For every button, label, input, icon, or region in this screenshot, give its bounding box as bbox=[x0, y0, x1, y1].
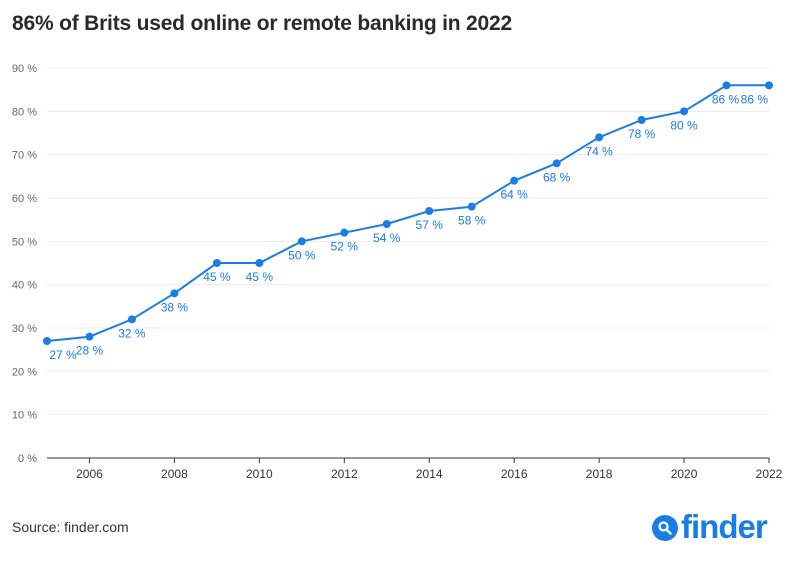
data-point bbox=[680, 107, 689, 116]
data-label: 32 % bbox=[118, 326, 146, 340]
data-label: 64 % bbox=[500, 188, 528, 202]
data-label: 38 % bbox=[161, 300, 189, 314]
x-tick-label: 2022 bbox=[756, 467, 783, 481]
data-label: 78 % bbox=[628, 127, 656, 141]
data-label: 52 % bbox=[331, 240, 359, 254]
x-tick-label: 2010 bbox=[246, 467, 273, 481]
source-note: Source: finder.com bbox=[12, 519, 129, 535]
data-label: 80 % bbox=[670, 118, 698, 132]
y-tick-label: 70 % bbox=[12, 150, 37, 162]
x-tick-label: 2012 bbox=[331, 467, 358, 481]
data-point bbox=[637, 116, 646, 124]
y-tick-label: 60 % bbox=[12, 193, 37, 205]
x-tick-label: 2006 bbox=[76, 467, 103, 481]
data-point bbox=[467, 202, 476, 211]
data-point bbox=[255, 259, 264, 267]
y-tick-label: 40 % bbox=[12, 280, 37, 292]
data-point bbox=[425, 207, 434, 215]
data-point bbox=[43, 337, 51, 345]
x-axis-tick-labels: 2006 2008 2010 2012 2014 2016 2018 2020 2022 bbox=[76, 467, 783, 481]
line-chart: 0 %10 %20 %30 %40 %50 %60 %70 %80 %90 % … bbox=[12, 63, 783, 481]
data-label: 86 % bbox=[712, 92, 740, 106]
data-label: 50 % bbox=[288, 248, 316, 262]
data-label: 27 % bbox=[49, 348, 77, 362]
data-label: 58 % bbox=[458, 214, 486, 228]
y-tick-label: 10 % bbox=[12, 410, 37, 422]
data-point bbox=[340, 228, 349, 237]
data-label: 68 % bbox=[543, 170, 571, 184]
series-line bbox=[46, 84, 770, 342]
y-tick-label: 50 % bbox=[12, 236, 37, 248]
chart-title: 86% of Brits used online or remote banki… bbox=[12, 12, 512, 35]
data-labels: 27 % 28 % 32 % 38 % 45 % 45 % 50 % 52 % 54 % 57 %… bbox=[49, 92, 768, 362]
grid-lines bbox=[47, 67, 769, 459]
data-point bbox=[212, 259, 221, 267]
y-tick-label: 0 % bbox=[18, 453, 37, 465]
magnifier-icon bbox=[652, 514, 678, 541]
data-label: 74 % bbox=[585, 144, 613, 158]
x-axis bbox=[47, 457, 770, 463]
data-point bbox=[722, 81, 731, 90]
data-point bbox=[382, 220, 391, 228]
x-tick-label: 2008 bbox=[161, 467, 188, 481]
data-points bbox=[43, 81, 773, 345]
y-axis-tick-labels: 0 % 10 % 20 % 30 % 40 % 50 % 60 % 70 % 80 % 90 % bbox=[12, 63, 37, 465]
logo-wordmark: finder bbox=[681, 507, 768, 545]
data-point bbox=[170, 289, 179, 298]
data-label: 57 % bbox=[416, 218, 444, 232]
data-point bbox=[552, 159, 561, 168]
data-point bbox=[85, 332, 94, 341]
y-tick-label: 80 % bbox=[12, 106, 37, 118]
data-point bbox=[297, 237, 306, 246]
x-tick-label: 2014 bbox=[416, 467, 443, 481]
data-label: 54 % bbox=[373, 231, 401, 245]
data-point bbox=[127, 315, 136, 324]
finder-logo[interactable]: finder bbox=[652, 506, 768, 546]
data-point bbox=[595, 133, 604, 142]
x-tick-label: 2020 bbox=[671, 467, 698, 481]
data-label: 28 % bbox=[76, 344, 104, 358]
data-label: 45 % bbox=[246, 270, 274, 284]
y-tick-label: 90 % bbox=[12, 63, 37, 75]
x-tick-label: 2016 bbox=[501, 467, 528, 481]
data-label: 45 % bbox=[203, 270, 231, 284]
data-point bbox=[765, 81, 773, 90]
data-point bbox=[510, 176, 519, 185]
data-label: 86 % bbox=[741, 92, 769, 106]
series-line-path bbox=[46, 84, 770, 342]
x-tick-label: 2018 bbox=[586, 467, 613, 481]
y-tick-label: 20 % bbox=[12, 366, 37, 378]
y-tick-label: 30 % bbox=[12, 323, 37, 335]
